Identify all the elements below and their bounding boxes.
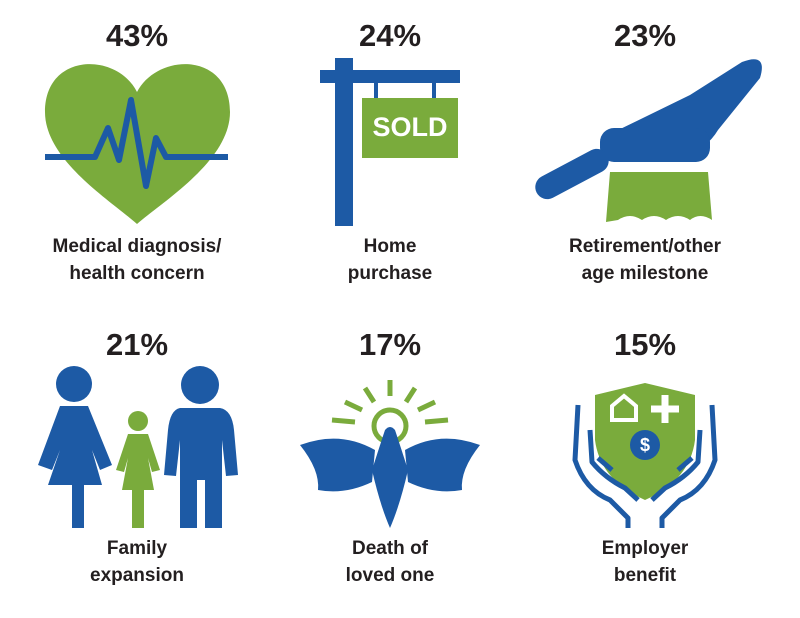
- label: Retirement/other: [569, 236, 722, 257]
- family-icon: [38, 366, 238, 528]
- label: loved one: [346, 565, 435, 586]
- dove-icon: [300, 380, 480, 528]
- label: Family: [107, 538, 168, 559]
- label: Death of: [352, 538, 429, 559]
- label: Medical diagnosis/: [53, 236, 223, 257]
- dollar-icon: $: [640, 435, 650, 455]
- sign-text: SOLD: [372, 112, 447, 142]
- percent: 24%: [359, 18, 421, 53]
- percent: 15%: [614, 327, 676, 362]
- percent: 23%: [614, 18, 676, 53]
- label: benefit: [614, 565, 677, 586]
- benefit-icon: $: [572, 383, 718, 528]
- percent: 17%: [359, 327, 421, 362]
- label: purchase: [348, 263, 432, 284]
- label: expansion: [90, 565, 184, 586]
- label: age milestone: [582, 263, 709, 284]
- heart-icon: [45, 64, 230, 224]
- chair-icon: [535, 59, 762, 222]
- percent: 43%: [106, 18, 168, 53]
- label: Home: [364, 236, 417, 257]
- percent: 21%: [106, 327, 168, 362]
- sold-sign-icon: SOLD: [320, 58, 460, 226]
- label: health concern: [69, 263, 204, 284]
- label: Employer: [602, 538, 689, 559]
